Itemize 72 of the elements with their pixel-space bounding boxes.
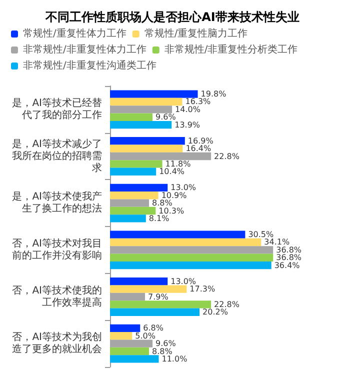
y-tick-label: 是，AI等技术减少了我所在岗位的招聘需求 [12,138,102,174]
bar [110,192,158,200]
data-label: 36.8% [276,245,302,254]
chart-title: 不同工作性质职场人是否担心AI带来技术性失业 [44,10,300,24]
bar [110,137,185,145]
bar [110,199,150,207]
data-label: 30.5% [248,230,274,240]
y-tick-label: 否，AI等技术对我目前的工作并没有影响 [12,237,102,262]
bar [110,106,172,114]
data-label: 10.9% [161,190,188,200]
data-label: 36.4% [274,260,300,270]
bar [110,261,272,270]
data-label: 9.6% [156,112,176,122]
bar [110,238,262,246]
data-label: 8.1% [148,214,170,223]
bar [110,254,274,262]
data-label: 34.1% [264,238,290,247]
data-label: 8.8% [152,198,173,208]
data-label: 10.4% [159,167,185,176]
bar [110,90,198,98]
bar [110,246,274,254]
bar [110,332,132,340]
y-tick-label: 否，AI等技术使我的工作效率提高 [12,284,102,308]
bar [110,206,156,215]
y-tick-label: 是，AI等技术使我产生了换工作的想法 [12,190,102,215]
bar [110,340,153,348]
bar [110,160,162,168]
bar [110,300,212,308]
bar [110,184,168,192]
data-label: 13.9% [174,120,200,130]
bar [110,278,168,286]
data-label: 17.3% [190,284,216,294]
bar [110,168,156,176]
bar [110,144,183,152]
data-label: 22.8% [214,152,240,161]
legend-label: 非常规性/非重复性分析类工作 [164,44,298,56]
data-label: 10.3% [158,206,184,216]
bar [110,152,212,160]
data-label: 36.8% [276,253,302,262]
bar [110,113,153,121]
data-label: 16.4% [186,144,212,154]
bar [110,214,146,222]
data-label: 22.8% [214,300,240,309]
data-label: 13.0% [170,276,196,286]
data-label: 19.8% [200,90,227,99]
data-label: 13.0% [170,183,196,192]
legend-label: 常规性/重复性脑力工作 [144,28,248,40]
legend-label: 非常规性/非重复性体力工作 [23,44,146,56]
y-tick-label: 否，AI等技术为我创造了更多的就业机会 [12,331,102,356]
y-tick-label: 是，AI等技术已经替代了我的部分工作 [12,96,102,121]
bar [110,355,159,363]
bar [110,308,200,316]
bar [110,324,140,332]
bar [110,285,187,293]
data-label: 16.3% [185,97,212,106]
data-label: 7.9% [148,292,169,302]
data-label: 6.8% [143,324,164,333]
bar [110,98,182,106]
data-label: 16.9% [188,136,214,146]
bar [110,120,172,129]
data-label: 11.8% [165,159,192,168]
legend-label: 常规性/重复性体力工作 [23,28,126,40]
data-label: 8.8% [152,346,173,356]
legend-label: 非常规性/非重复性沟通类工作 [23,60,156,72]
data-label: 5.0% [135,331,156,340]
data-label: 11.0% [162,354,188,364]
data-label: 14.0% [175,104,201,114]
data-label: 9.6% [156,339,176,348]
bar [110,347,150,356]
data-label: 20.2% [202,308,228,317]
bar [110,230,246,238]
bar [110,292,146,301]
